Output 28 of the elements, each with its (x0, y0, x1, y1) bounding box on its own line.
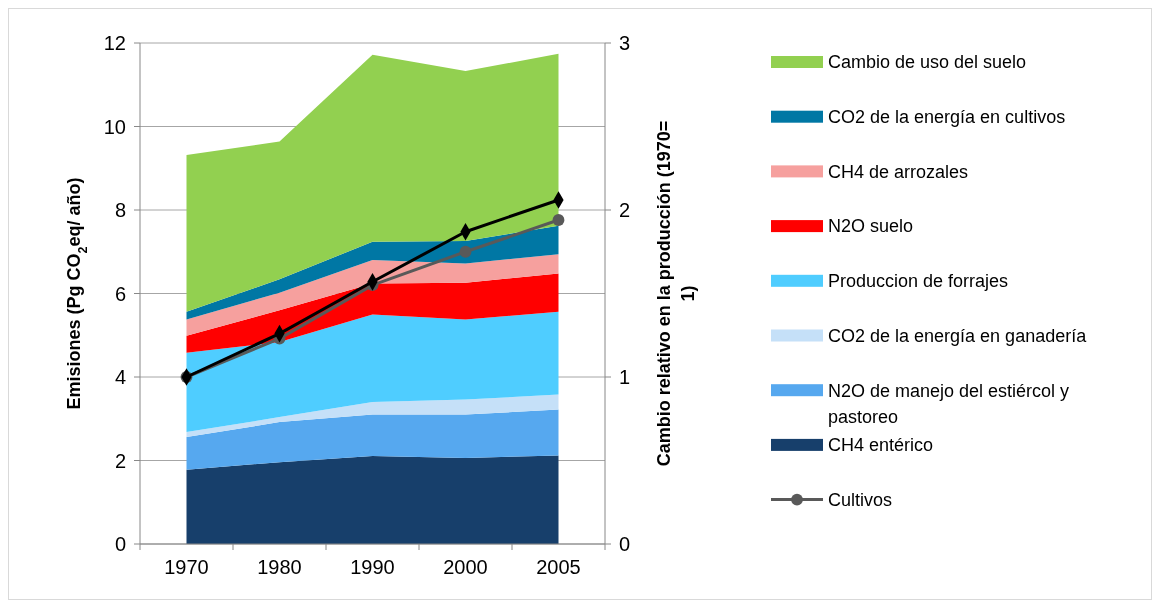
x-tick-label: 1980 (257, 556, 302, 578)
point (552, 214, 565, 226)
y-tick-label: 0 (114, 533, 126, 555)
point (459, 245, 472, 258)
x-tick-label: 2000 (443, 556, 488, 578)
y-tick-label: 4 (114, 366, 126, 388)
x-tick-label: 2005 (536, 556, 581, 578)
x-tick-label: 1990 (350, 556, 395, 578)
legend-label: N2O de manejo del estiércol y pastoreo (828, 380, 1070, 427)
legend-label: CO2 de la energía en cultivos (828, 107, 1066, 127)
x-tick-label: 1970 (164, 556, 209, 578)
legend-label: CH4 entérico (828, 435, 934, 456)
y2-tick-label: 2 (619, 199, 631, 221)
legend-label: Produccion de forrajes (828, 271, 1009, 292)
y-tick-label: 12 (103, 32, 126, 54)
y-tick-label: 2 (114, 449, 126, 472)
y2-tick-label: 1 (619, 366, 631, 388)
y-tick-label: 8 (114, 199, 126, 221)
y2-axis-title: Cambio relativo en la producción (1970= 1) (654, 120, 698, 467)
y-tick-label: 10 (103, 115, 126, 138)
y2-tick-label: 0 (619, 533, 631, 555)
y-tick-label: 6 (114, 282, 126, 305)
legend-label: CO2 de la energía en ganadería (828, 325, 1088, 346)
legend-label: Cultivos (828, 489, 893, 510)
legend-label: Cambio de uso del suelo (828, 52, 1027, 73)
y2-tick-label: 3 (619, 32, 631, 54)
legend-label: N2O suelo (828, 216, 914, 237)
legend-label: CH4 de arrozales (828, 161, 969, 182)
